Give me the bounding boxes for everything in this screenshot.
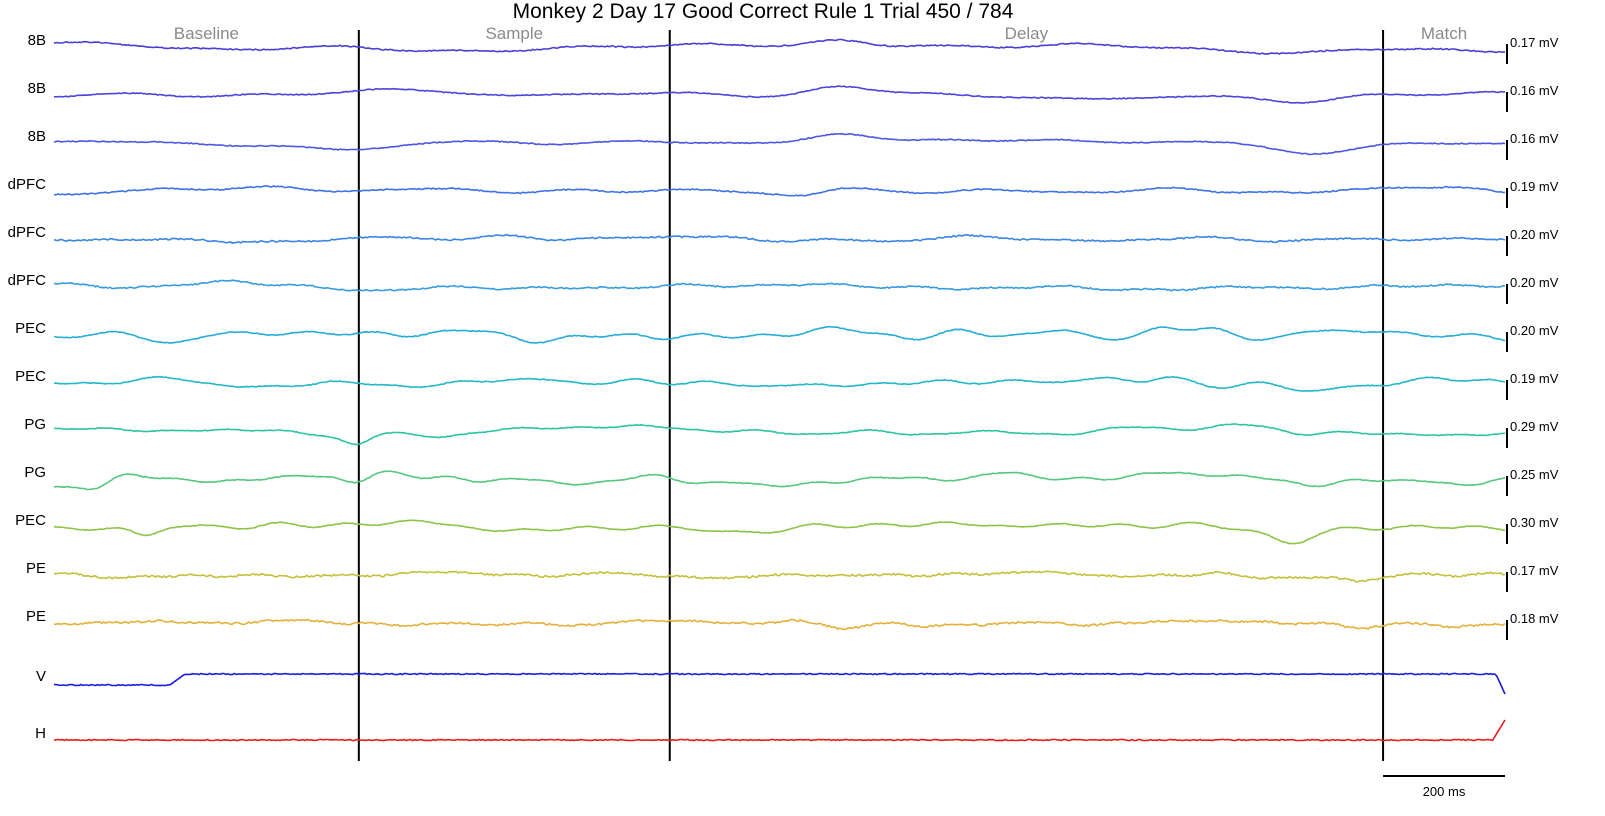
trace-dpfc-5: [53, 233, 1506, 244]
epoch-boundaries: [357, 30, 1385, 761]
trace-pg-10: [53, 470, 1506, 491]
channel-labels: 8B 8B 8B dPFC dPFC dPFC PEC PEC PG PG PEC PE PE V H: [8, 32, 47, 742]
scale-label-dpfc-6: 0.20 mV: [1510, 275, 1559, 290]
channel-label-pg-10: PG: [24, 464, 46, 481]
trace-pec-11: [53, 519, 1506, 545]
channel-label-pec-7: PEC: [15, 320, 46, 337]
trace-pec-7: [53, 325, 1506, 344]
time-scale-bar-label: 200 ms: [1423, 784, 1466, 799]
scale-label-8b-2: 0.16 mV: [1510, 83, 1559, 98]
channel-label-pec-8: PEC: [15, 368, 46, 385]
epoch-label-baseline: Baseline: [174, 24, 239, 43]
trace-8b-3: [53, 132, 1506, 156]
scale-label-pe-13: 0.18 mV: [1510, 611, 1559, 626]
channel-label-pg-9: PG: [24, 416, 46, 433]
channel-label-pe-13: PE: [26, 608, 46, 625]
channel-label-pe-12: PE: [26, 560, 46, 577]
scale-label-dpfc-4: 0.19 mV: [1510, 179, 1559, 194]
epoch-labels: Baseline Sample Delay Match: [174, 24, 1467, 43]
channel-label-dpfc-4: dPFC: [8, 176, 47, 193]
channel-label-dpfc-6: dPFC: [8, 272, 47, 289]
trace-pe-13: [53, 618, 1506, 631]
trace-dpfc-6: [53, 279, 1506, 292]
channel-scale-bars: 0.17 mV 0.16 mV 0.16 mV 0.19 mV 0.20 mV 0.20 …: [1506, 35, 1559, 640]
channel-label-8b-2: 8B: [28, 80, 46, 97]
scale-label-pe-12: 0.17 mV: [1510, 563, 1559, 578]
chart-title: Monkey 2 Day 17 Good Correct Rule 1 Tria…: [513, 0, 1014, 23]
time-scale-bar: 200 ms: [1383, 775, 1505, 799]
epoch-label-match: Match: [1421, 24, 1467, 43]
scale-label-dpfc-5: 0.20 mV: [1510, 227, 1559, 242]
channel-label-dpfc-5: dPFC: [8, 224, 47, 241]
scale-label-pec-7: 0.20 mV: [1510, 323, 1559, 338]
scale-label-pg-10: 0.25 mV: [1510, 467, 1559, 482]
trace-dpfc-4: [53, 185, 1506, 197]
epoch-label-delay: Delay: [1005, 24, 1049, 43]
scale-label-pg-9: 0.29 mV: [1510, 419, 1559, 434]
scale-label-pec-11: 0.30 mV: [1510, 515, 1559, 530]
trace-pec-8: [53, 375, 1506, 392]
channel-label-8b-3: 8B: [28, 128, 46, 145]
trace-8b-1: [53, 38, 1505, 55]
trace-v-14: [54, 672, 1506, 695]
trace-pg-9: [53, 423, 1506, 446]
channel-label-h-15: H: [35, 725, 46, 742]
scale-label-pec-8: 0.19 mV: [1510, 371, 1559, 386]
channel-label-v-14: V: [36, 668, 46, 685]
trace-h-15: [53, 719, 1506, 742]
scale-label-8b-1: 0.17 mV: [1510, 35, 1559, 50]
epoch-label-sample: Sample: [485, 24, 543, 43]
trace-pe-12: [53, 570, 1506, 583]
channel-label-pec-11: PEC: [15, 512, 46, 529]
trace-8b-2: [53, 85, 1506, 104]
scale-label-8b-3: 0.16 mV: [1510, 131, 1559, 146]
channel-traces: [53, 38, 1506, 742]
channel-label-8b-1: 8B: [28, 32, 46, 49]
